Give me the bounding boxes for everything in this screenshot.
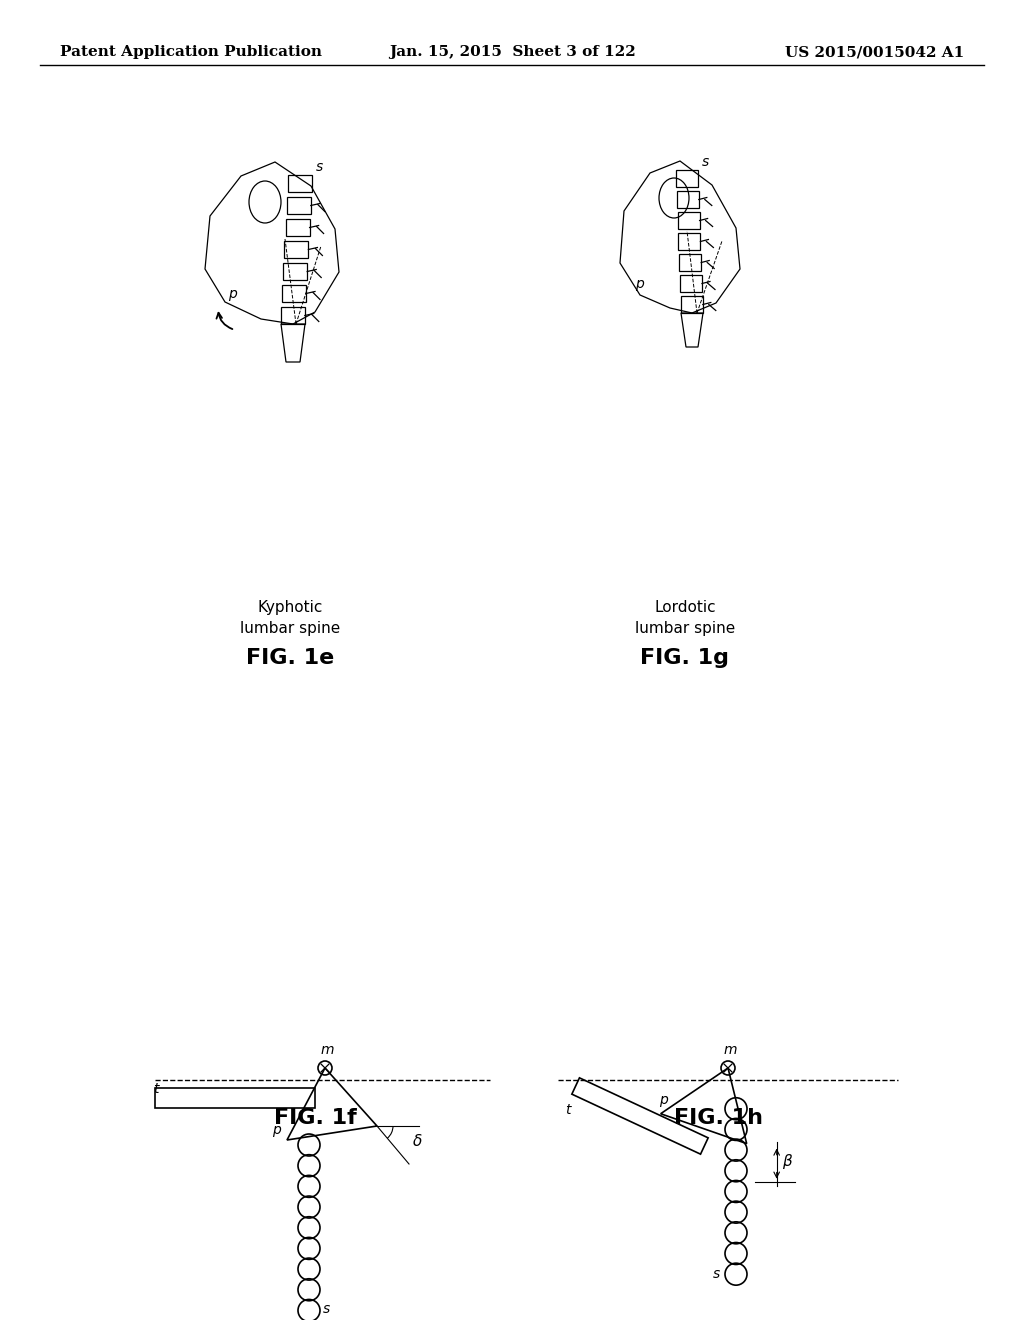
Bar	[287, 197, 311, 214]
Text: p: p	[272, 1123, 281, 1137]
Text: s: s	[702, 154, 710, 169]
Bar	[284, 263, 307, 280]
Text: FIG. 1h: FIG. 1h	[674, 1107, 763, 1129]
Bar	[680, 275, 702, 292]
Bar	[281, 308, 305, 323]
Text: Jan. 15, 2015  Sheet 3 of 122: Jan. 15, 2015 Sheet 3 of 122	[389, 45, 635, 59]
Text: US 2015/0015042 A1: US 2015/0015042 A1	[784, 45, 964, 59]
Text: p: p	[228, 286, 237, 301]
Text: t: t	[565, 1104, 570, 1117]
Text: t: t	[153, 1082, 159, 1096]
Text: Lordotic
lumbar spine: Lordotic lumbar spine	[635, 601, 735, 636]
Bar	[288, 176, 312, 191]
Text: p: p	[658, 1093, 668, 1106]
Text: Patent Application Publication: Patent Application Publication	[60, 45, 322, 59]
Bar	[285, 242, 308, 257]
Text: p: p	[635, 277, 644, 290]
Bar	[678, 213, 699, 228]
Bar	[282, 285, 306, 302]
Text: m: m	[321, 1043, 335, 1057]
Text: Kyphotic
lumbar spine: Kyphotic lumbar spine	[240, 601, 340, 636]
Bar	[679, 253, 701, 271]
Bar	[677, 191, 698, 209]
Text: δ: δ	[413, 1134, 422, 1148]
Bar	[678, 234, 700, 249]
Bar	[681, 296, 702, 313]
Bar	[286, 219, 309, 236]
Text: m: m	[724, 1043, 737, 1057]
Text: FIG. 1g: FIG. 1g	[640, 648, 729, 668]
Text: s: s	[316, 160, 324, 174]
Text: β: β	[781, 1154, 792, 1168]
Text: s: s	[713, 1267, 720, 1282]
Text: s: s	[323, 1303, 331, 1316]
Text: FIG. 1e: FIG. 1e	[246, 648, 334, 668]
Bar	[676, 170, 698, 187]
Text: FIG. 1f: FIG. 1f	[273, 1107, 356, 1129]
